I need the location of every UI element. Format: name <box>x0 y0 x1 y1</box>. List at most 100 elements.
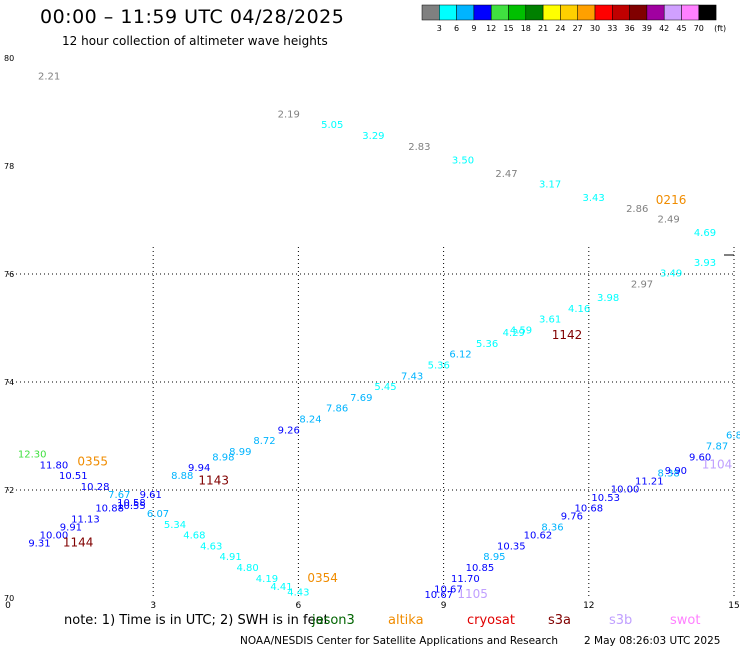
colorbar-swatch <box>577 4 596 21</box>
swh-point: 6.8 <box>726 431 740 442</box>
swh-point: 2.19 <box>278 109 300 120</box>
swh-point: 10.67 <box>424 590 453 601</box>
colorbar-label: 42 <box>659 24 669 33</box>
swh-point: 10.62 <box>524 531 553 542</box>
swh-point: 4.80 <box>236 563 258 574</box>
colorbar-label: 15 <box>503 24 513 33</box>
swh-point: 10.68 <box>574 504 603 515</box>
swh-point: 2.21 <box>38 72 60 83</box>
satellite-cryosat: cryosat <box>467 613 515 628</box>
swh-point: 10.00 <box>40 531 69 542</box>
swh-point: 4.59 <box>510 325 532 336</box>
swh-point: 4.16 <box>568 304 590 315</box>
satellite-s3b: s3b <box>609 613 633 628</box>
swh-point: 9.91 <box>60 523 82 534</box>
colorbar-label: 3 <box>437 24 442 33</box>
swh-point: 3.43 <box>583 193 605 204</box>
swh-point: 7.86 <box>326 404 348 415</box>
swh-point: 10.00 <box>611 485 640 496</box>
note-text: note: 1) Time is in UTC; 2) SWH is in fe… <box>64 613 329 628</box>
swh-point: 5.34 <box>164 520 186 531</box>
swh-point: 10.67 <box>434 585 463 596</box>
y-tick-label: 78 <box>4 162 14 171</box>
pass-label: 0354 <box>307 571 338 585</box>
colorbar-swatch <box>663 4 682 21</box>
swh-point: 5.36 <box>476 339 498 350</box>
swh-point: 8.99 <box>229 447 251 458</box>
swh-point: 3.49 <box>660 269 682 280</box>
swh-points: 2.21 2.19 5.05 3.29 2.83 3.50 2.47 3.17 3.43 2.86… <box>18 72 740 601</box>
footer-timestamp: 2 May 08:26:03 UTC 2025 <box>584 635 721 647</box>
swh-point: 8.72 <box>253 436 275 447</box>
swh-point: 4.68 <box>183 531 205 542</box>
footer-credit: NOAA/NESDIS Center for Satellite Applica… <box>240 635 558 647</box>
swh-point: 5.05 <box>321 120 343 131</box>
swh-point: 4.69 <box>694 228 716 239</box>
swh-point: 5.45 <box>374 382 396 393</box>
swh-point: 6.07 <box>147 509 169 520</box>
swh-point: 2.97 <box>631 280 653 291</box>
colorbar-label: 9 <box>471 24 476 33</box>
colorbar-label: 24 <box>555 24 565 33</box>
swh-point: 8.36 <box>541 523 563 534</box>
swh-point: 8.88 <box>171 471 193 482</box>
swh-point: 7.87 <box>706 442 728 453</box>
page-title: 00:00 – 11:59 UTC 04/28/2025 <box>40 6 345 28</box>
y-tick-label: 80 <box>4 54 14 63</box>
swh-point: 10.53 <box>591 493 620 504</box>
swh-point: 9.94 <box>188 463 210 474</box>
satellite-jason3: jason3 <box>312 613 355 628</box>
y-tick-label: 74 <box>4 378 14 387</box>
swh-point: 8.24 <box>299 415 321 426</box>
axis-labels: 0 3 6 9 12 15 70 72 74 76 78 80 <box>4 54 740 611</box>
swh-point: 9.31 <box>28 539 50 550</box>
swh-point: 8.95 <box>483 552 505 563</box>
swh-point: 8.98 <box>212 452 234 463</box>
swh-point: 12.30 <box>18 450 47 461</box>
swh-point: 4.43 <box>287 587 309 598</box>
colorbar-unit: (ft) <box>714 24 726 33</box>
pass-label: 0216 <box>656 193 687 207</box>
satellite-swot: swot <box>670 613 701 628</box>
swh-point: 3.93 <box>694 258 716 269</box>
swh-point: 7.43 <box>401 371 423 382</box>
pass-label: 1142 <box>552 328 583 342</box>
y-tick-label: 76 <box>4 270 14 279</box>
satellite-s3a: s3a <box>548 613 572 628</box>
colorbar-label: 18 <box>521 24 531 33</box>
swh-point: 7.67 <box>108 490 130 501</box>
colorbar-label: 21 <box>538 24 548 33</box>
swh-point: 4.91 <box>220 552 242 563</box>
swh-point: 5.36 <box>428 361 450 372</box>
swh-point: 2.86 <box>626 204 648 215</box>
colorbar-label: 39 <box>642 24 652 33</box>
swh-point: 4.19 <box>256 574 278 585</box>
swh-point: 2.49 <box>658 215 680 226</box>
swh-point: 10.28 <box>81 482 110 493</box>
x-tick-label: 15 <box>728 601 739 611</box>
swh-point: 10.85 <box>466 563 495 574</box>
colorbar-label: 33 <box>607 24 617 33</box>
pass-label: 1143 <box>198 474 229 488</box>
swh-point: 9.90 <box>665 466 687 477</box>
colorbar-label: 30 <box>590 24 600 33</box>
swh-point: 3.29 <box>362 131 384 142</box>
colorbar-label: 45 <box>676 24 686 33</box>
satellite-altika: altika <box>388 613 424 628</box>
colorbar-label: 27 <box>573 24 583 33</box>
swh-point: 4.41 <box>270 582 292 593</box>
x-tick-label: 12 <box>583 601 594 611</box>
colorbar-swatch <box>508 4 527 21</box>
x-tick-label: 6 <box>296 601 302 611</box>
pass-label: 1144 <box>63 536 94 550</box>
swh-point: 10.88 <box>95 504 124 515</box>
swh-point: 9.76 <box>561 512 583 523</box>
pass-label: 0355 <box>77 455 108 469</box>
swh-point: 3.17 <box>539 180 561 191</box>
swh-point: 9.61 <box>140 490 162 501</box>
colorbar: 3 6 9 12 15 18 21 24 27 30 33 36 39 42 45 70 (ft) <box>421 4 726 33</box>
swh-point: 2.47 <box>495 169 517 180</box>
swh-point: 10.55 <box>117 501 146 512</box>
colorbar-swatch <box>560 4 578 21</box>
